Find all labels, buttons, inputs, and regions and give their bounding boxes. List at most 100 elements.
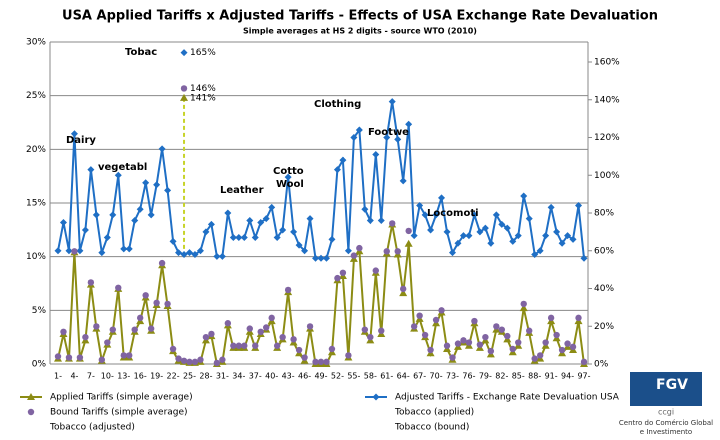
legend-label: Adjusted Tariffs - Exchange Rate Devalua… bbox=[395, 393, 620, 403]
annotation: Leather bbox=[220, 185, 264, 196]
data-point bbox=[509, 237, 517, 245]
data-point bbox=[542, 232, 550, 240]
data-point bbox=[153, 299, 160, 307]
legend-label: Bound Tariffs (simple average) bbox=[50, 408, 188, 418]
data-point bbox=[503, 224, 511, 232]
data-point bbox=[449, 354, 456, 361]
data-point bbox=[328, 345, 336, 353]
data-point bbox=[405, 227, 412, 235]
data-point bbox=[279, 226, 287, 234]
data-point bbox=[454, 340, 462, 347]
x-tick-label: 37- bbox=[249, 372, 262, 381]
data-point bbox=[218, 252, 226, 260]
data-point bbox=[569, 343, 577, 351]
data-point bbox=[378, 327, 385, 334]
data-point bbox=[252, 342, 259, 349]
x-tick-label: 46- bbox=[298, 372, 311, 381]
x-tick-label: 52- bbox=[331, 372, 344, 381]
x-tick-label: 28- bbox=[199, 372, 212, 381]
y-tick-label: 15% bbox=[26, 199, 46, 209]
data-point bbox=[355, 126, 363, 134]
data-point bbox=[175, 355, 182, 362]
y-tick-label: 10% bbox=[26, 252, 46, 262]
data-point bbox=[98, 356, 106, 363]
data-point bbox=[361, 205, 369, 213]
logo-text: e Investimento bbox=[640, 428, 692, 436]
data-point bbox=[202, 228, 210, 236]
data-point bbox=[476, 341, 484, 348]
y2-tick-label: 40% bbox=[594, 284, 614, 294]
data-point bbox=[421, 331, 429, 339]
data-point bbox=[246, 217, 254, 225]
data-point bbox=[235, 342, 243, 349]
data-point bbox=[312, 358, 319, 366]
data-point bbox=[334, 274, 341, 282]
x-tick-label: 85- bbox=[512, 372, 525, 381]
data-point bbox=[405, 120, 413, 128]
data-point bbox=[136, 205, 144, 213]
data-point bbox=[229, 234, 237, 242]
y2-tick-label: 120% bbox=[594, 133, 620, 143]
data-point bbox=[180, 85, 188, 92]
data-point bbox=[482, 333, 489, 341]
data-point bbox=[158, 145, 166, 153]
data-point bbox=[350, 252, 358, 259]
data-point bbox=[410, 232, 418, 240]
data-point bbox=[109, 211, 117, 219]
x-tick-label: 40- bbox=[265, 372, 278, 381]
data-point bbox=[175, 249, 183, 257]
data-point bbox=[520, 192, 528, 200]
data-point bbox=[257, 218, 265, 226]
data-point bbox=[59, 218, 67, 226]
data-point bbox=[356, 244, 363, 252]
series-line bbox=[57, 224, 585, 366]
x-tick-label: 82- bbox=[495, 372, 508, 381]
data-point bbox=[136, 314, 144, 322]
chart-subtitle: Simple averages at HS 2 digits - source … bbox=[243, 27, 477, 36]
logo-brand: FGV bbox=[656, 377, 688, 393]
data-point bbox=[322, 254, 330, 262]
x-tick-label: 55- bbox=[347, 372, 360, 381]
x-tick-label: 58- bbox=[364, 372, 377, 381]
y2-tick-label: 60% bbox=[594, 246, 614, 256]
data-point bbox=[207, 220, 215, 228]
data-point bbox=[196, 247, 204, 255]
y-tick-label: 30% bbox=[26, 38, 46, 48]
data-point bbox=[553, 331, 560, 339]
x-tick-label: 67- bbox=[413, 372, 426, 381]
data-point bbox=[147, 325, 155, 332]
data-point bbox=[345, 352, 352, 359]
data-point bbox=[531, 355, 538, 362]
annotation: Dairy bbox=[66, 135, 96, 146]
legend-marker bbox=[27, 408, 35, 416]
x-tick-label: 19- bbox=[150, 372, 163, 381]
x-tick-label: 4- bbox=[70, 372, 78, 381]
data-point bbox=[263, 324, 270, 331]
data-point bbox=[515, 339, 522, 346]
data-point bbox=[410, 323, 418, 330]
data-point bbox=[323, 358, 330, 366]
data-point bbox=[208, 330, 215, 338]
data-point bbox=[427, 346, 434, 354]
data-point bbox=[367, 333, 374, 341]
data-point bbox=[553, 228, 561, 236]
data-point bbox=[114, 171, 122, 179]
data-point bbox=[164, 300, 171, 308]
data-point bbox=[224, 209, 232, 217]
y2-tick-label: 0% bbox=[594, 360, 609, 370]
data-point bbox=[147, 211, 155, 219]
data-point bbox=[103, 234, 111, 242]
data-point bbox=[460, 337, 467, 344]
data-point bbox=[383, 248, 390, 255]
data-point bbox=[526, 327, 533, 334]
data-point bbox=[191, 251, 199, 259]
y2-tick-label: 100% bbox=[594, 171, 620, 181]
x-tick-label: 61- bbox=[380, 372, 393, 381]
y2-tick-label: 80% bbox=[594, 209, 614, 219]
data-point bbox=[180, 93, 189, 101]
data-point bbox=[487, 347, 495, 355]
data-point bbox=[142, 292, 149, 299]
data-point bbox=[306, 323, 314, 330]
legend-marker bbox=[27, 393, 35, 400]
